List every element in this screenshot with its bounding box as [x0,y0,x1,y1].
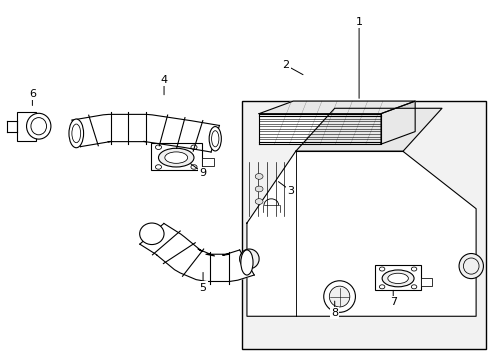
Polygon shape [140,224,254,282]
Ellipse shape [26,113,51,139]
Polygon shape [295,108,441,151]
Ellipse shape [323,281,355,312]
Ellipse shape [241,250,252,275]
Bar [151,143,201,170]
Ellipse shape [158,148,194,167]
Text: 5: 5 [199,283,206,293]
Polygon shape [259,101,414,114]
Bar [17,112,36,140]
Bar [242,101,485,348]
Text: 4: 4 [160,75,167,85]
Text: 1: 1 [355,17,362,27]
Text: 2: 2 [282,60,289,70]
Ellipse shape [209,127,221,151]
Bar [420,278,431,286]
Ellipse shape [164,152,187,163]
Text: 9: 9 [199,168,206,178]
Text: 3: 3 [287,186,294,196]
Ellipse shape [458,253,483,279]
Polygon shape [246,151,475,316]
Ellipse shape [140,223,163,244]
Bar [374,265,420,289]
Circle shape [255,174,263,179]
Ellipse shape [239,249,259,269]
Circle shape [255,199,263,204]
Circle shape [255,186,263,192]
Polygon shape [259,114,380,144]
Text: 8: 8 [330,308,338,318]
Polygon shape [380,101,414,144]
Bar [201,158,214,166]
Ellipse shape [329,286,349,307]
Polygon shape [72,114,219,152]
Text: 7: 7 [389,297,396,307]
Ellipse shape [69,119,83,148]
Ellipse shape [381,270,413,287]
Ellipse shape [387,273,407,284]
Text: 6: 6 [29,89,36,99]
